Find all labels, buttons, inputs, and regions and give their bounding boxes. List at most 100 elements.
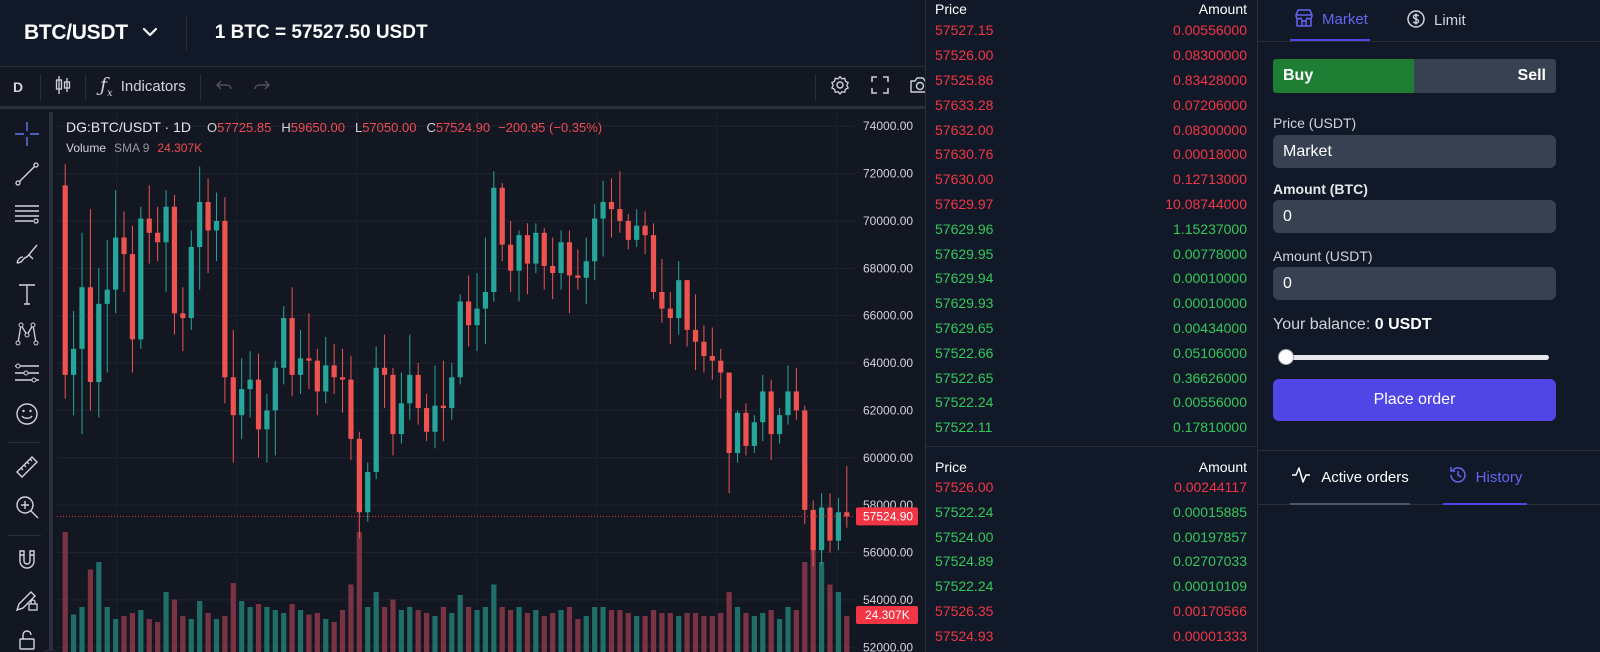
brush-tool[interactable] <box>0 236 53 276</box>
tab-limit[interactable]: Limit <box>1406 0 1466 41</box>
price-chart[interactable]: 74000.00 72000.00 70000.00 68000.00 66000.00… <box>57 112 944 652</box>
orderbook-row[interactable]: 57629.97 10.08744000 <box>926 192 1257 217</box>
interval-button[interactable]: D <box>12 78 24 95</box>
place-order-button[interactable]: Place order <box>1273 379 1556 421</box>
orderbook-row[interactable]: 57630.00 0.12713000 <box>926 167 1257 192</box>
crosshair-tool[interactable] <box>0 116 53 156</box>
orderbook-row[interactable]: 57629.96 1.15237000 <box>926 216 1257 241</box>
volume-bar <box>306 614 312 652</box>
trend-line-tool[interactable] <box>0 156 53 196</box>
function-icon: ƒx <box>100 74 113 99</box>
trade-row[interactable]: 57524.93 0.00001333 <box>926 623 1257 648</box>
candle-body <box>146 218 152 233</box>
orderbook-row[interactable]: 57522.65 0.36626000 <box>926 365 1257 390</box>
amount-slider-thumb[interactable] <box>1278 349 1294 365</box>
current-price: 1 BTC = 57527.50 USDT <box>214 22 428 43</box>
volume-bar <box>62 532 68 652</box>
trade-row[interactable]: 57524.89 0.02707033 <box>926 549 1257 574</box>
chart-panel: D ƒx Indicators <box>0 67 944 652</box>
undo-button[interactable] <box>205 66 243 108</box>
pattern-tool[interactable] <box>0 316 53 356</box>
collapse-toolbar-button[interactable]: ‹ <box>44 650 56 652</box>
fib-tool[interactable] <box>0 356 53 396</box>
candle-type-button[interactable] <box>45 66 81 108</box>
amount-btc-input[interactable]: 0 <box>1273 200 1556 233</box>
volume-bar <box>297 610 304 652</box>
volume-bar <box>701 616 707 652</box>
fullscreen-icon <box>871 75 889 98</box>
candle-body <box>709 355 715 361</box>
trade-row[interactable]: 57526.00 0.00244117 <box>926 475 1257 500</box>
activity-icon <box>1291 466 1311 488</box>
text-tool[interactable] <box>0 276 53 316</box>
redo-button[interactable] <box>243 66 281 108</box>
lock-drawing-tool[interactable] <box>0 582 53 622</box>
gear-icon <box>830 75 850 99</box>
orderbook-row[interactable]: 57522.66 0.05106000 <box>926 340 1257 365</box>
orderbook-row[interactable]: 57629.94 0.00010000 <box>926 266 1257 291</box>
orderbook-row[interactable]: 57629.65 0.00434000 <box>926 316 1257 341</box>
orderbook-row[interactable]: 57522.24 0.00556000 <box>926 390 1257 415</box>
candle-body <box>205 202 211 231</box>
magnet-tool[interactable] <box>0 542 53 582</box>
candle-body <box>62 185 68 375</box>
orderbook-row[interactable]: 57522.11 0.17810000 <box>926 415 1257 440</box>
volume-bar <box>129 613 136 652</box>
volume-bar <box>482 607 489 652</box>
price-tick-label: 66000.00 <box>863 309 913 323</box>
horizontal-lines-tool[interactable] <box>0 196 53 236</box>
orderbook-row[interactable]: 57630.76 0.00018000 <box>926 142 1257 167</box>
emoji-tool[interactable] <box>0 396 53 436</box>
candle-body <box>592 218 598 262</box>
orderbook-row[interactable]: 57629.95 0.00778000 <box>926 241 1257 266</box>
amount-slider-track[interactable] <box>1284 355 1549 360</box>
volume-bar <box>71 614 77 652</box>
orderbook-amount: 0.00010000 <box>1173 295 1247 312</box>
ruler-tool[interactable] <box>0 449 53 489</box>
brush-icon <box>14 241 40 272</box>
trade-row[interactable]: 57522.24 0.00015885 <box>926 499 1257 524</box>
buy-button[interactable]: Buy <box>1273 59 1414 93</box>
orderbook-price: 57629.96 <box>935 220 994 237</box>
fibonacci-icon <box>14 361 40 392</box>
candle-body <box>818 507 825 551</box>
settings-button[interactable] <box>820 66 860 108</box>
pair-selector[interactable]: BTC/USDT <box>0 16 187 50</box>
amount-usdt-input[interactable]: 0 <box>1273 267 1556 300</box>
candle-body <box>482 292 489 309</box>
trade-price: 57524.93 <box>935 627 994 644</box>
trade-row[interactable]: 57524.00 0.00197857 <box>926 524 1257 549</box>
candle-body <box>289 318 295 375</box>
price-field[interactable]: Market <box>1273 135 1556 168</box>
orderbook-price: 57633.28 <box>935 96 994 113</box>
orderbook-price: 57632.00 <box>935 121 994 138</box>
indicators-button[interactable]: ƒx Indicators <box>90 66 196 108</box>
orderbook-row[interactable]: 57633.28 0.07206000 <box>926 92 1257 117</box>
zoom-tool[interactable] <box>0 489 53 529</box>
price-tick-label: 56000.00 <box>863 546 913 560</box>
trade-row[interactable]: 57522.24 0.00010109 <box>926 574 1257 599</box>
lock-tool[interactable] <box>0 622 53 652</box>
orderbook-row[interactable]: 57527.15 0.00556000 <box>926 18 1257 43</box>
tab-market[interactable]: Market <box>1290 0 1370 41</box>
trade-amount: 0.00197857 <box>1173 528 1247 545</box>
trade-price: 57524.89 <box>935 553 994 570</box>
trade-row[interactable]: 57526.35 0.00170566 <box>926 599 1257 624</box>
candle-body <box>213 220 220 231</box>
candle-body <box>339 377 346 380</box>
fullscreen-button[interactable] <box>860 66 900 108</box>
tab-history[interactable]: History <box>1443 451 1527 505</box>
candle-body <box>255 379 262 430</box>
sell-button[interactable]: Sell <box>1414 59 1556 93</box>
orderbook-row[interactable]: 57632.00 0.08300000 <box>926 117 1257 142</box>
orderbook-row[interactable]: 57526.00 0.08300000 <box>926 43 1257 68</box>
volume-bar <box>180 616 186 652</box>
tab-active-orders[interactable]: Active orders <box>1290 451 1410 505</box>
orderbook-row[interactable]: 57525.86 0.83428000 <box>926 68 1257 93</box>
volume-bar <box>331 622 337 652</box>
indicators-label: Indicators <box>120 78 186 95</box>
candle-body <box>121 237 127 255</box>
orderbook-row[interactable]: 57629.93 0.00010000 <box>926 291 1257 316</box>
volume-bar <box>634 616 640 652</box>
